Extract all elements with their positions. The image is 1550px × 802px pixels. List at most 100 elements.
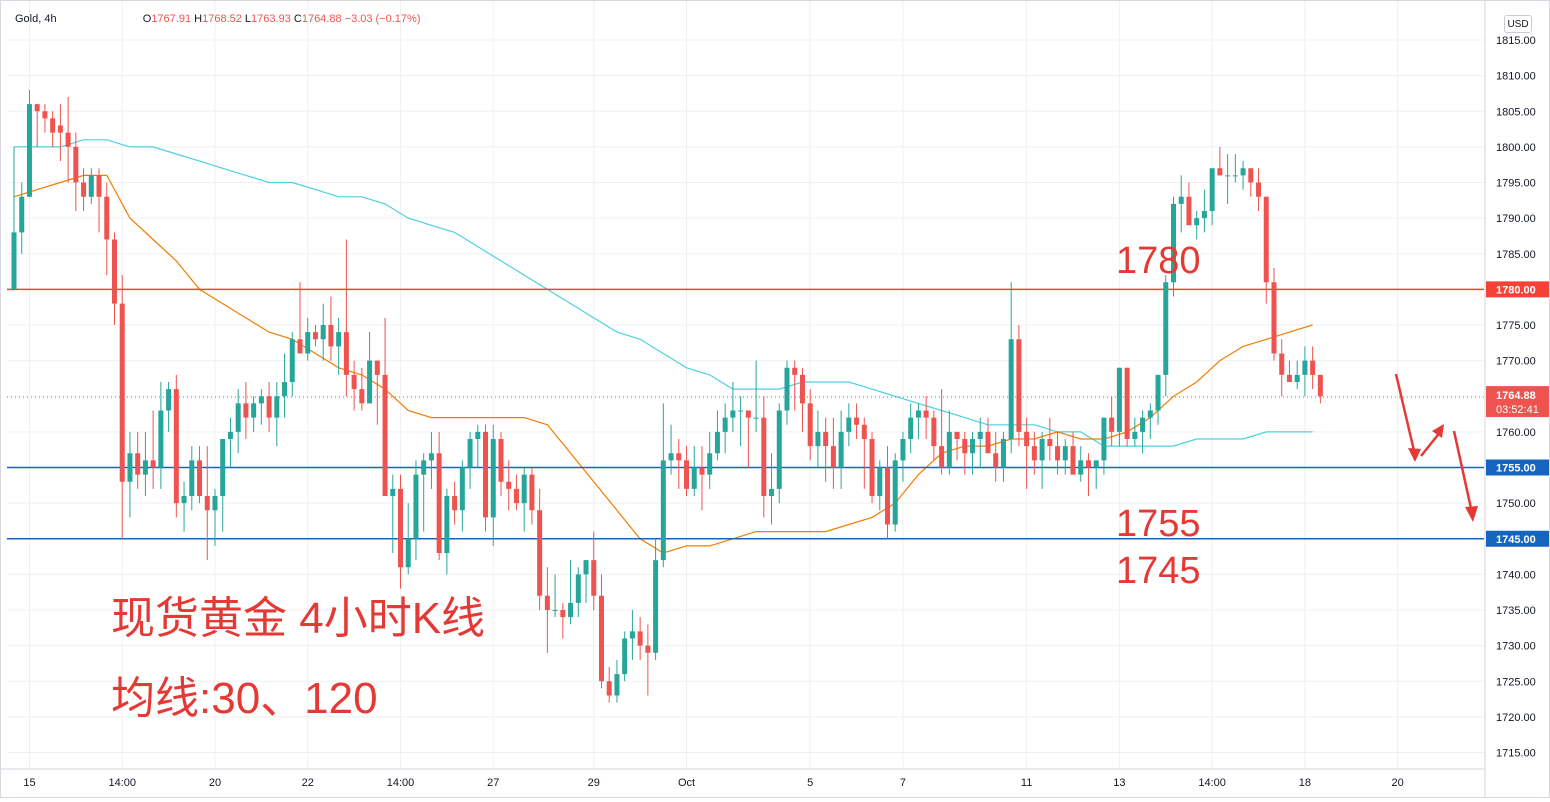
candle: [119, 275, 125, 539]
candle: [19, 182, 25, 254]
ma120-layer: [14, 139, 1313, 447]
time-tick-label: 22: [302, 777, 314, 789]
candle-body: [977, 431, 983, 439]
candle: [73, 132, 79, 211]
candle-body: [699, 467, 705, 475]
candle-body: [993, 453, 999, 468]
candle: [1232, 154, 1238, 183]
candle: [923, 396, 929, 439]
candle: [1016, 325, 1022, 447]
candle: [722, 403, 728, 454]
candle-body: [1024, 431, 1030, 447]
candle-body: [629, 631, 635, 639]
candle: [1147, 403, 1153, 439]
candle: [351, 360, 357, 411]
candle: [784, 360, 790, 425]
candle: [583, 560, 589, 603]
candle-body: [939, 446, 945, 468]
candle-body: [1178, 196, 1184, 204]
candle: [776, 403, 782, 504]
candle: [467, 431, 473, 489]
candle: [1263, 196, 1269, 304]
candle: [1039, 431, 1045, 489]
candle-body: [946, 431, 952, 468]
candle: [552, 574, 558, 618]
candle-body: [235, 403, 241, 432]
candle: [1116, 367, 1122, 447]
candle: [390, 474, 396, 553]
price-tick-label: 1730.00: [1496, 641, 1536, 653]
candle: [1024, 417, 1030, 489]
candle: [227, 417, 233, 468]
candle-body: [158, 410, 164, 468]
candle-body: [359, 389, 365, 404]
price-tick-label: 1815.00: [1496, 35, 1536, 47]
candle-body: [537, 510, 543, 596]
candle-body: [1302, 360, 1308, 375]
candle: [1310, 346, 1316, 390]
price-tick-label: 1750.00: [1496, 498, 1536, 510]
time-axis[interactable]: 15 14:00 20 22 14:00 27 29 Oct 5 7 11 13 14:00 18 20: [1, 768, 1485, 789]
candle: [753, 360, 759, 432]
candle-body: [568, 602, 574, 618]
candle: [560, 602, 566, 639]
candle: [359, 367, 365, 411]
candle: [513, 474, 519, 511]
candle-body: [761, 417, 767, 496]
candle-body: [660, 460, 666, 561]
price-axis[interactable]: 1815.00 1810.00 1805.00 1800.00 1795.00 1790.…: [1484, 1, 1536, 797]
candle-body: [204, 496, 210, 511]
horizontal-levels: [7, 288, 1484, 540]
candle: [312, 325, 318, 347]
candle-body: [784, 367, 790, 411]
candle-body: [166, 389, 172, 411]
arrow-segment-up: [1420, 430, 1442, 457]
candle: [691, 446, 697, 496]
symbol-label[interactable]: Gold: [15, 13, 39, 25]
time-tick-label: 27: [487, 777, 499, 789]
candle-body: [1000, 439, 1006, 468]
candle: [861, 417, 867, 489]
annotation-ma-note: 均线:30、120: [111, 674, 378, 723]
interval-label[interactable]: 4h: [44, 13, 57, 25]
candle: [946, 410, 952, 475]
candle: [398, 474, 403, 589]
price-tick-label: 1795.00: [1496, 178, 1536, 190]
candle-body: [1132, 431, 1138, 439]
candle: [1031, 431, 1037, 475]
candle: [1286, 360, 1292, 382]
candle: [699, 446, 705, 511]
candle-body: [877, 467, 883, 496]
candle-body: [57, 125, 63, 133]
price-tick-label: 1770.00: [1496, 356, 1536, 368]
candle: [1085, 453, 1091, 496]
candle-body: [1240, 168, 1246, 176]
candle-body: [552, 610, 558, 611]
candle: [792, 360, 798, 411]
candle: [1317, 374, 1323, 404]
candle: [1240, 161, 1246, 190]
candle: [1256, 168, 1262, 211]
candle: [181, 481, 187, 532]
candle: [498, 431, 504, 496]
candle: [1124, 367, 1130, 447]
time-tick-label: 20: [209, 777, 221, 789]
currency-button[interactable]: USD: [1504, 15, 1532, 33]
price-tick-label: 1800.00: [1496, 142, 1536, 154]
candle-body: [915, 410, 921, 418]
candle: [1155, 374, 1161, 425]
candle-body: [970, 439, 976, 454]
candle: [11, 146, 17, 290]
candle: [1008, 282, 1014, 454]
candle: [653, 538, 659, 660]
candle-body: [436, 453, 442, 553]
candle: [235, 389, 241, 454]
price-tick-label: 1760.00: [1496, 427, 1536, 439]
candle: [483, 424, 489, 532]
candle-body: [1031, 446, 1037, 461]
time-tick-label: Oct: [678, 777, 695, 789]
candle-body: [753, 417, 759, 419]
price-tick-label: 1775.00: [1496, 320, 1536, 332]
